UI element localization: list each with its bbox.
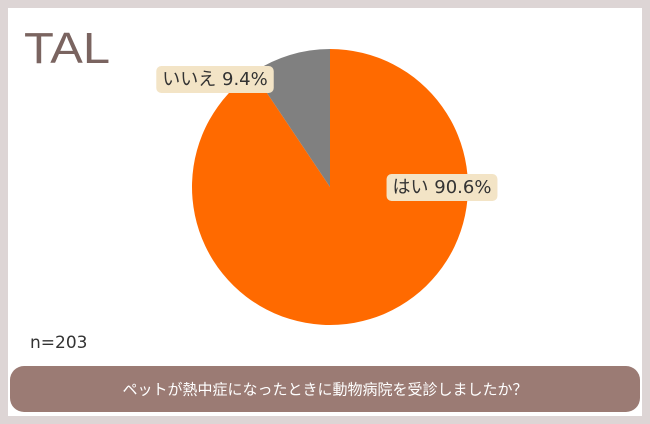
logo: TAL <box>24 24 110 73</box>
data-label: いいえ 9.4% <box>162 69 267 90</box>
sample-note: n=203 <box>30 333 87 353</box>
labels: はい 90.6% いいえ 9.4% <box>156 66 498 201</box>
label-box <box>156 66 274 93</box>
chart-title: ペットが熱中症になったときに動物病院を受診しましたか？ <box>122 381 527 399</box>
pie-slice <box>192 49 468 326</box>
data-label: はい 90.6% <box>393 177 492 198</box>
label-box <box>386 174 498 201</box>
title-bar <box>10 366 640 412</box>
